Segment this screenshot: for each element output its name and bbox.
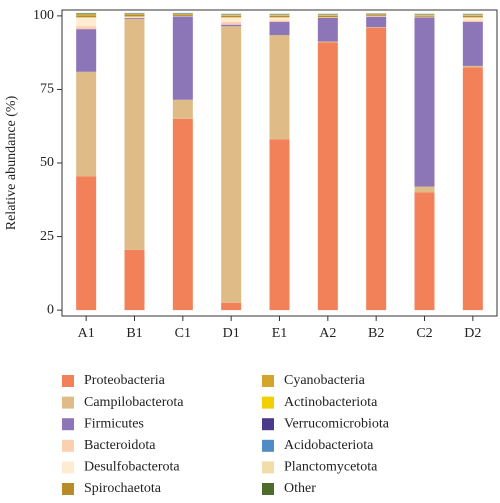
bar-segment [366, 27, 386, 28]
bar-segment [76, 13, 96, 14]
legend-label: Verrucomicrobiota [284, 416, 390, 431]
y-axis-label: Relative abundance (%) [4, 95, 19, 230]
bar-segment [221, 25, 241, 26]
legend-swatch [62, 461, 74, 473]
legend-swatch [262, 397, 274, 409]
bar-segment [415, 15, 435, 16]
bar-segment [270, 20, 290, 21]
bar-segment [173, 100, 193, 119]
legend-label: Actinobacteriota [284, 395, 378, 410]
y-tick-label: 50 [40, 155, 54, 170]
bar-segment [221, 16, 241, 17]
bar-segment [125, 14, 145, 15]
y-tick-label: 0 [47, 302, 54, 317]
bar-segment [221, 17, 241, 21]
bar-segment [318, 41, 338, 42]
bar-segment [125, 17, 145, 18]
bar-segment [221, 22, 241, 25]
bar-segment [76, 29, 96, 72]
legend-swatch [262, 418, 274, 430]
x-tick-label: B2 [368, 326, 384, 341]
bar-segment [463, 17, 483, 20]
bar-segment [125, 16, 145, 17]
x-tick-label: B1 [126, 326, 142, 341]
bar-segment [415, 192, 435, 310]
bar-segment [270, 16, 290, 17]
x-tick-label: C1 [175, 326, 191, 341]
legend-label: Spirochaetota [84, 481, 162, 496]
bar-segment [415, 17, 435, 186]
bar-segment [270, 17, 290, 20]
x-tick-label: D1 [223, 326, 240, 341]
legend-label: Bacteroidota [84, 438, 156, 453]
legend-swatch [62, 440, 74, 452]
bar-segment [463, 20, 483, 21]
bar-segment [366, 17, 386, 27]
bar-segment [173, 16, 193, 99]
bar-segment [270, 139, 290, 310]
legend-swatch [62, 375, 74, 387]
bar-segment [76, 15, 96, 16]
bar-segment [463, 15, 483, 16]
legend-swatch [262, 440, 274, 452]
legend-swatch [262, 461, 274, 473]
legend-swatch [62, 483, 74, 495]
x-tick-label: D2 [464, 326, 481, 341]
legend-label: Firmicutes [84, 416, 144, 431]
bar-segment [221, 26, 241, 303]
x-tick-label: E1 [272, 326, 288, 341]
bar-segment [221, 303, 241, 310]
legend-label: Other [284, 481, 316, 496]
bar-segment [125, 15, 145, 16]
bar-segment [125, 18, 145, 19]
legend-swatch [62, 397, 74, 409]
legend-label: Planctomycetota [284, 460, 378, 475]
bar-segment [270, 15, 290, 16]
bar-segment [366, 15, 386, 16]
bar-segment [463, 22, 483, 66]
x-tick-label: A2 [319, 326, 336, 341]
bar-segment [415, 16, 435, 17]
y-tick-label: 25 [40, 229, 54, 244]
bar-segment [221, 15, 241, 16]
legend-label: Cyanobacteria [284, 373, 366, 388]
bar-segment [270, 22, 290, 35]
legend-swatch [262, 483, 274, 495]
legend-swatch [262, 375, 274, 387]
legend-swatch [62, 418, 74, 430]
legend-label: Proteobacteria [84, 373, 166, 388]
y-tick-label: 75 [40, 82, 54, 97]
bar-segment [76, 72, 96, 176]
bar-segment [125, 19, 145, 250]
x-tick-label: C2 [416, 326, 432, 341]
bar-segment [76, 176, 96, 310]
bar-segment [366, 28, 386, 310]
bar-segment [318, 15, 338, 16]
bar-segment [76, 17, 96, 26]
bar-segment [463, 66, 483, 67]
bar-segment [318, 42, 338, 310]
bar-segment [173, 14, 193, 15]
bar-segment [270, 35, 290, 139]
bar-segment [76, 14, 96, 15]
bar-segment [463, 16, 483, 17]
legend-label: Campilobacterota [84, 395, 184, 410]
bar-segment [76, 16, 96, 17]
bar-segment [125, 250, 145, 310]
bar-segment [173, 15, 193, 16]
bar-segment [173, 119, 193, 310]
y-tick-label: 100 [33, 8, 54, 23]
legend-label: Acidobacteriota [284, 438, 374, 453]
bar-segment [463, 67, 483, 310]
bar-segment [415, 187, 435, 193]
legend-label: Desulfobacterota [84, 460, 180, 475]
bar-segment [318, 16, 338, 17]
bar-segment [318, 18, 338, 42]
x-tick-label: A1 [78, 326, 95, 341]
bar-segment [76, 26, 96, 29]
bar-segment [366, 15, 386, 16]
